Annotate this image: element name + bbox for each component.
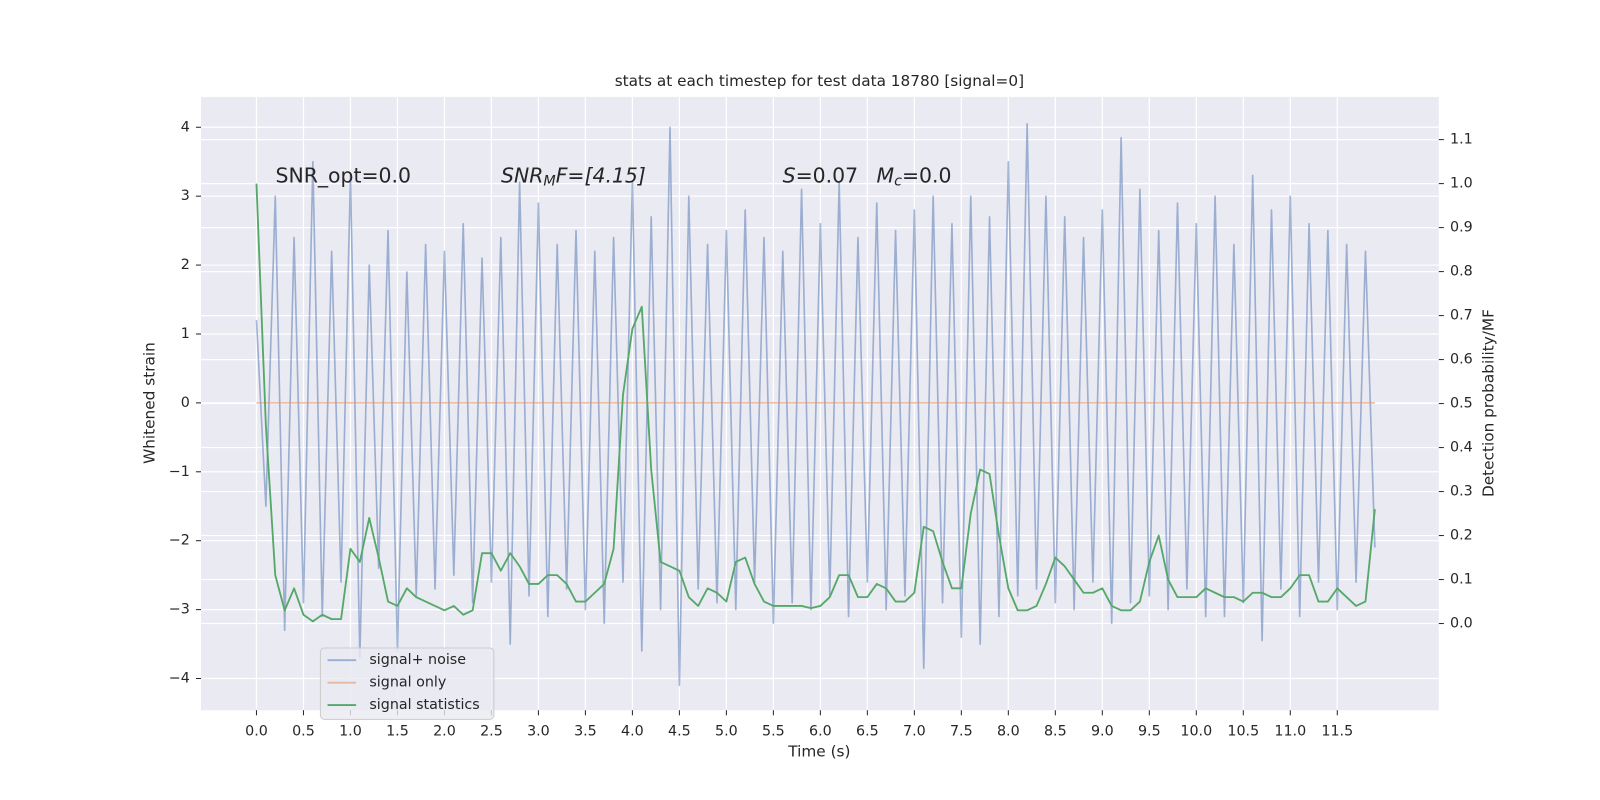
y-tick-label: −3 bbox=[169, 602, 190, 618]
chart-title: stats at each timestep for test data 187… bbox=[615, 72, 1024, 90]
annotation-part: c bbox=[894, 174, 902, 190]
y2-tick-label: 0.8 bbox=[1450, 264, 1473, 280]
x-tick-label: 5.5 bbox=[762, 724, 785, 740]
x-tick-label: 3.0 bbox=[527, 724, 550, 740]
annotation: SNR_opt=0.0 bbox=[276, 164, 412, 189]
annotation-part: SNR bbox=[501, 164, 543, 188]
x-tick-label: 1.5 bbox=[386, 724, 409, 740]
y2-tick-label: 0.7 bbox=[1450, 308, 1473, 324]
x-tick-label: 10.5 bbox=[1227, 724, 1259, 740]
series-line bbox=[255, 123, 1376, 687]
y-tick-label: 0 bbox=[181, 395, 190, 411]
y2-tick-label: 1.0 bbox=[1450, 176, 1473, 192]
y2-tick-label: 0.0 bbox=[1450, 616, 1473, 632]
legend-label: signal statistics bbox=[369, 697, 479, 713]
annotation-part: SNR_opt=0.0 bbox=[276, 164, 412, 189]
x-tick-label: 4.5 bbox=[668, 724, 691, 740]
x-tick-label: 5.0 bbox=[715, 724, 738, 740]
annotation-part: M bbox=[543, 174, 555, 190]
y-tick-label: 4 bbox=[181, 119, 190, 135]
x-tick-label: 6.0 bbox=[809, 724, 832, 740]
annotation-part: F=[4.15] bbox=[556, 164, 646, 188]
x-tick-label: 4.0 bbox=[621, 724, 644, 740]
y2-tick-label: 1.1 bbox=[1450, 132, 1473, 148]
y2-tick-label: 0.2 bbox=[1450, 528, 1473, 544]
annotation-part: M bbox=[877, 164, 895, 188]
annotation-part: =0.07 bbox=[796, 164, 859, 188]
x-tick-label: 7.0 bbox=[903, 724, 926, 740]
y2-tick-label: 0.4 bbox=[1450, 440, 1473, 456]
x-tick-label: 8.5 bbox=[1044, 724, 1067, 740]
x-tick-label: 1.0 bbox=[339, 724, 362, 740]
y-tick-label: 3 bbox=[181, 188, 190, 204]
annotation: Mc=0.0 bbox=[877, 164, 952, 190]
x-axis-label: Time (s) bbox=[787, 743, 850, 761]
annotation-part: S bbox=[783, 164, 796, 188]
y2-tick-label: 0.1 bbox=[1450, 572, 1473, 588]
x-tick-label: 7.5 bbox=[950, 724, 973, 740]
x-tick-label: 8.0 bbox=[997, 724, 1020, 740]
y2-axis-label: Detection probability/MF bbox=[1479, 309, 1497, 497]
y2-tick-label: 0.3 bbox=[1450, 484, 1473, 500]
x-tick-label: 2.5 bbox=[480, 724, 503, 740]
x-tick-label: 9.0 bbox=[1091, 724, 1114, 740]
legend-label: signal only bbox=[369, 675, 446, 691]
y-tick-label: −4 bbox=[169, 671, 190, 687]
x-tick-label: 10.0 bbox=[1180, 724, 1212, 740]
legend-box bbox=[319, 647, 495, 720]
annotation-part: =0.0 bbox=[902, 164, 952, 188]
x-tick-label: 6.5 bbox=[856, 724, 879, 740]
y-tick-label: −2 bbox=[169, 533, 190, 549]
x-tick-label: 0.0 bbox=[245, 724, 268, 740]
y-axis-label: Whitened strain bbox=[141, 342, 159, 464]
x-tick-label: 11.0 bbox=[1274, 724, 1306, 740]
annotation: S=0.07 bbox=[783, 164, 858, 188]
x-tick-label: 11.5 bbox=[1321, 724, 1353, 740]
series-line bbox=[255, 183, 1376, 623]
annotation: SNRMF=[4.15] bbox=[501, 164, 646, 190]
x-tick-label: 0.5 bbox=[292, 724, 315, 740]
y-tick-label: 2 bbox=[181, 257, 190, 273]
y-tick-label: 1 bbox=[181, 326, 190, 342]
y2-tick-label: 0.6 bbox=[1450, 352, 1473, 368]
x-tick-label: 2.0 bbox=[433, 724, 456, 740]
x-tick-label: 9.5 bbox=[1138, 724, 1161, 740]
legend-label: signal+ noise bbox=[369, 652, 466, 668]
y2-tick-label: 0.5 bbox=[1450, 396, 1473, 412]
y2-tick-label: 0.9 bbox=[1450, 220, 1473, 236]
y-tick-label: −1 bbox=[169, 464, 190, 480]
x-tick-label: 3.5 bbox=[574, 724, 597, 740]
